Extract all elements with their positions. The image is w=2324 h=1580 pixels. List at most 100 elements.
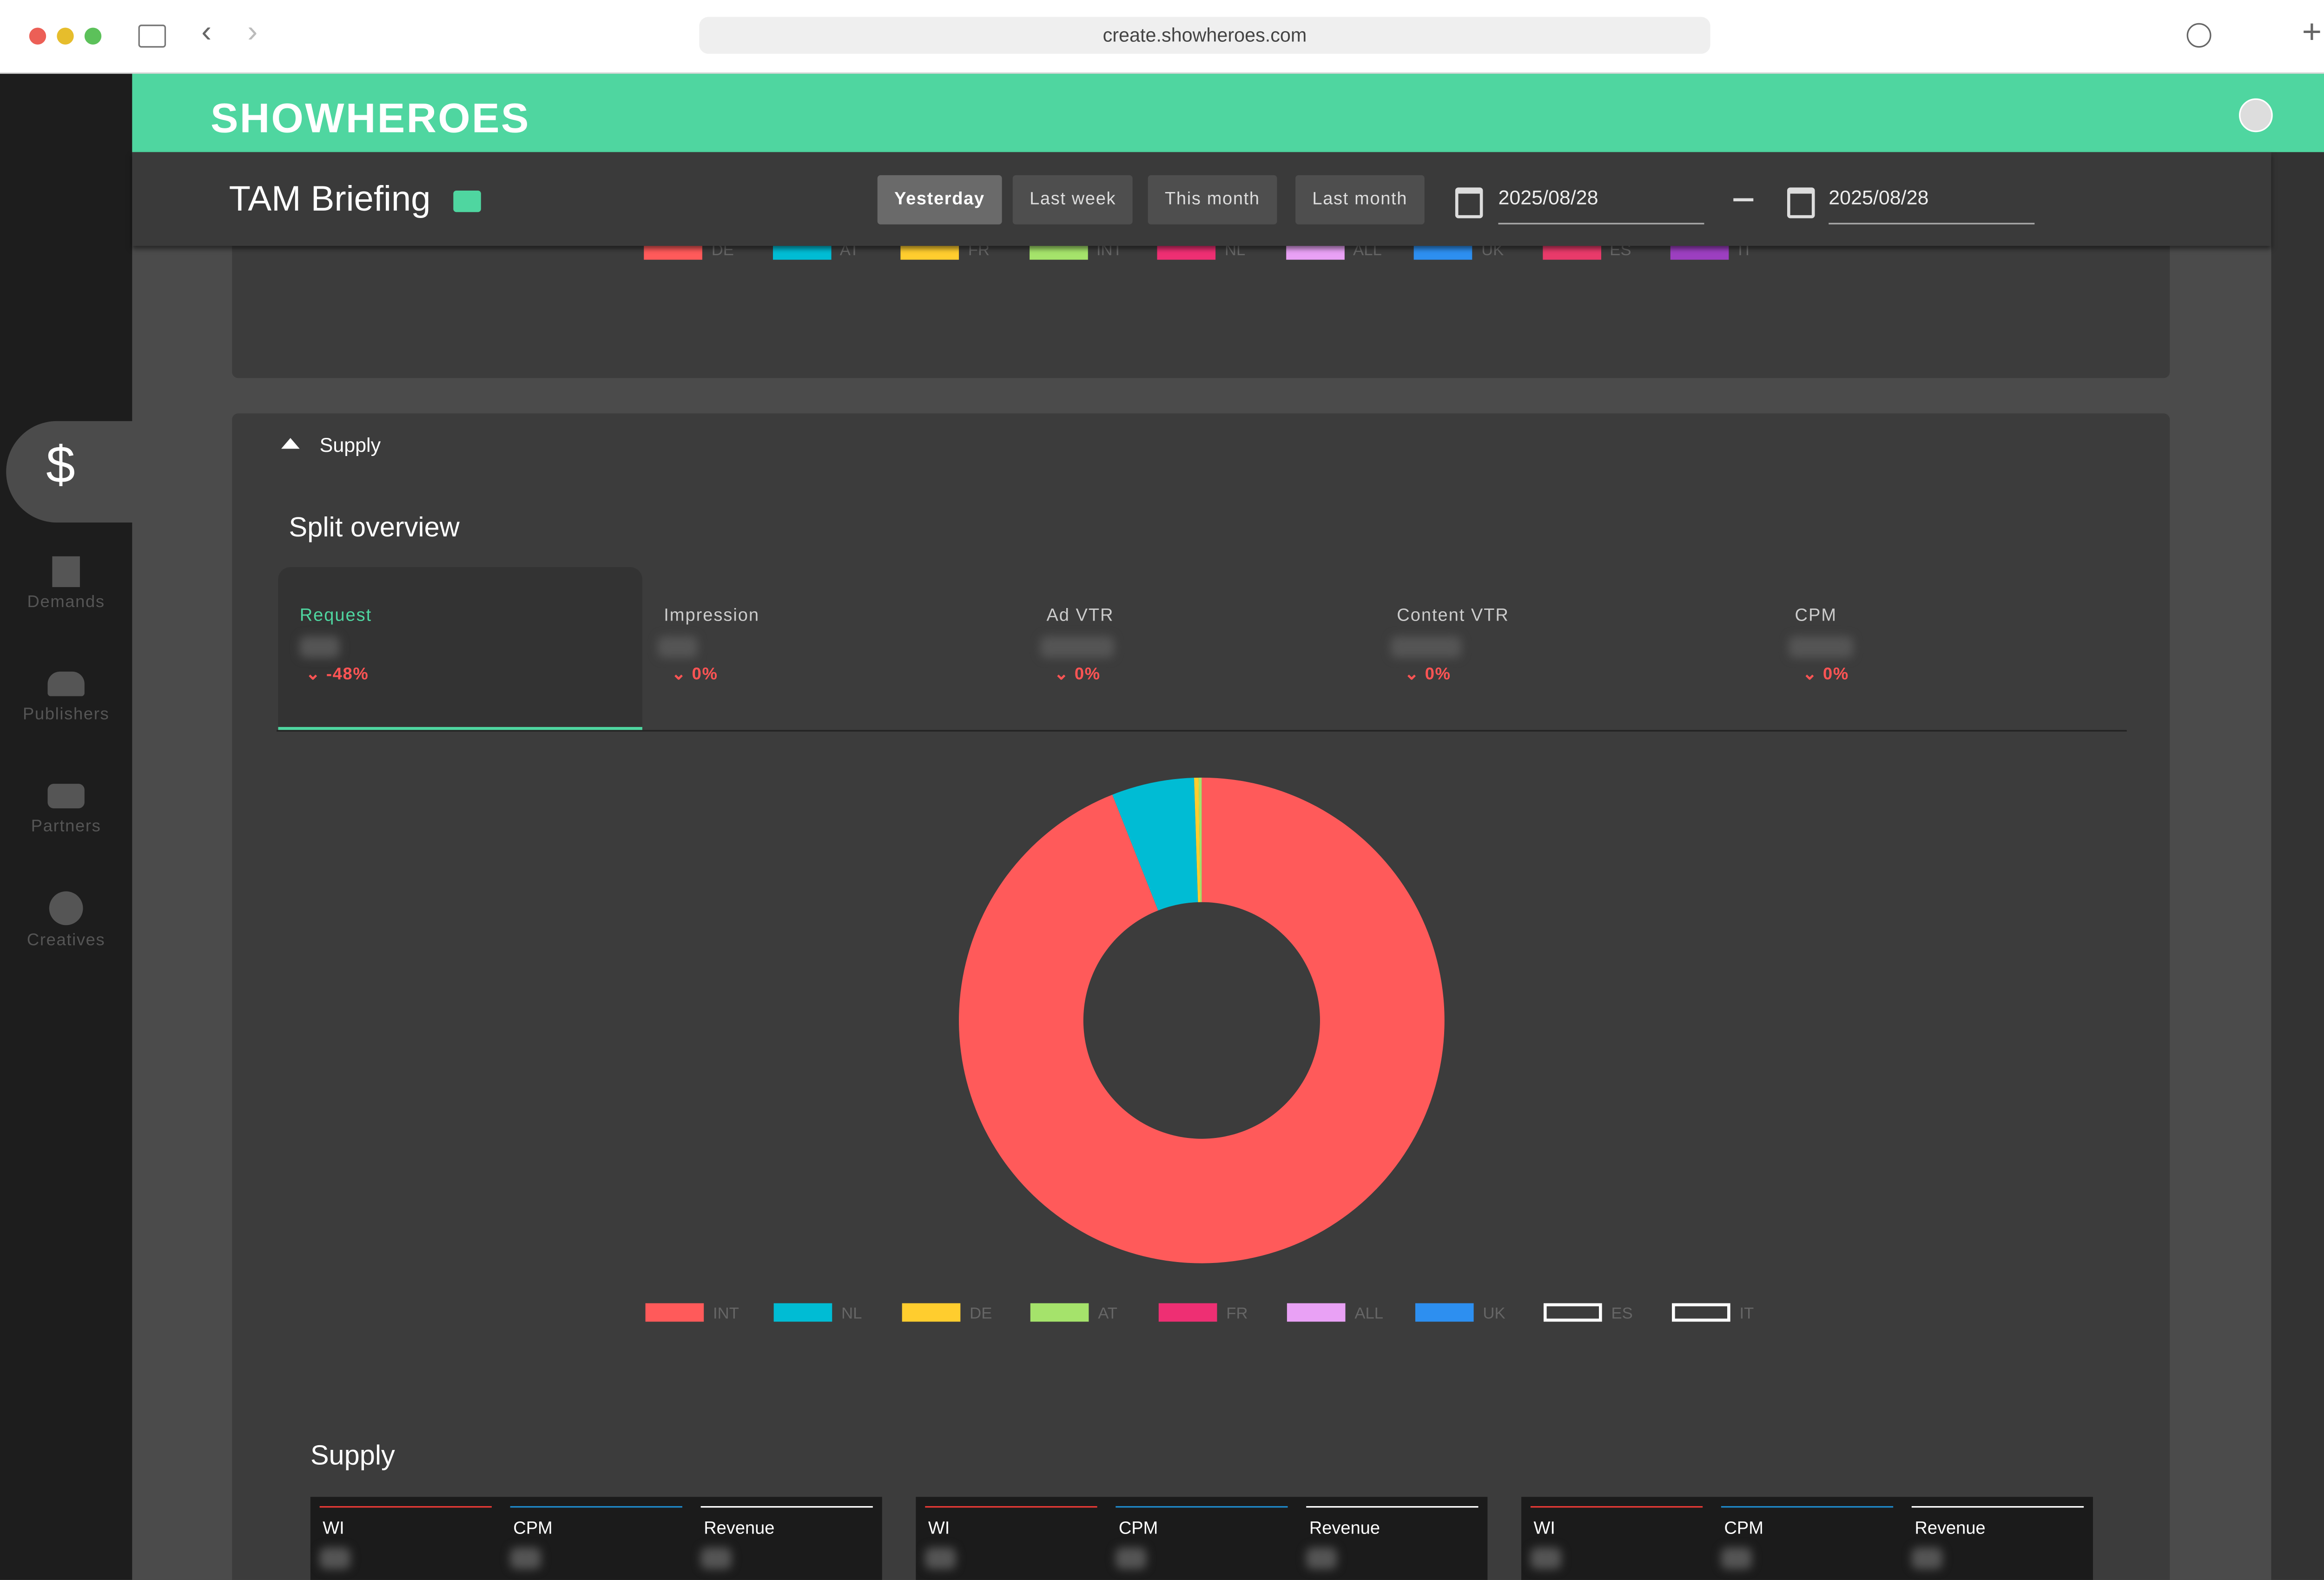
- supply-card: Supply Split overview: [232, 413, 2170, 1580]
- metric-tab[interactable]: Request: [299, 607, 372, 626]
- logo[interactable]: SHOWHEROES: [210, 95, 530, 142]
- legend-swatch: [773, 1303, 832, 1322]
- legend-label: UK: [1483, 1305, 1505, 1322]
- sidebar: [0, 73, 132, 1580]
- sidebar-toggle[interactable]: [138, 24, 166, 48]
- nav-item[interactable]: Publishers: [0, 671, 132, 724]
- blurred-value: [1789, 636, 1854, 658]
- kpi-label: CPM: [1724, 1520, 1763, 1539]
- kpi-column: WI: [319, 1506, 492, 1569]
- kpi-column: Revenue: [1911, 1506, 2084, 1569]
- range-button[interactable]: Last month: [1295, 175, 1425, 225]
- kpi-label: Revenue: [1309, 1520, 1380, 1539]
- nav-item[interactable]: Demands: [0, 556, 132, 612]
- minimize-button[interactable]: [57, 27, 74, 45]
- nav-label: Publishers: [22, 705, 110, 724]
- range-button[interactable]: Yesterday: [877, 175, 1002, 225]
- legend-swatch: [1543, 1303, 1602, 1322]
- section-toggle[interactable]: Supply: [319, 433, 381, 456]
- icon: [47, 784, 85, 809]
- kpi-label: Revenue: [1915, 1520, 1986, 1539]
- nav-item[interactable]: Creatives: [0, 891, 132, 950]
- legend-label: IT: [1740, 1305, 1754, 1322]
- legend-swatch: [1030, 1303, 1089, 1322]
- address-bar[interactable]: create.showheroes.com: [699, 17, 1710, 54]
- date-separator: [1733, 198, 1754, 202]
- close-button[interactable]: [29, 27, 46, 45]
- downloads-button[interactable]: [2186, 23, 2212, 48]
- avatar[interactable]: [2239, 98, 2273, 132]
- range-button[interactable]: Last week: [1012, 175, 1133, 225]
- subsection-title: Supply: [310, 1440, 395, 1471]
- delta-text: 0%: [1425, 665, 1451, 684]
- kpi-label: CPM: [513, 1520, 553, 1539]
- blurred-value: [319, 1547, 350, 1569]
- donut-slice: [1198, 777, 1202, 902]
- legend-swatch: [1158, 1303, 1217, 1322]
- kpi-column: Revenue: [1306, 1506, 1479, 1569]
- legend-label: ES: [1611, 1305, 1632, 1322]
- calendar-icon[interactable]: [1455, 187, 1483, 218]
- legend-swatch: [902, 1303, 961, 1322]
- delta-text: 0%: [1074, 665, 1101, 684]
- subsection-title: Split overview: [289, 511, 460, 543]
- donut-slice: [1194, 777, 1201, 902]
- nav-label: Partners: [31, 817, 101, 836]
- kpi-label: Revenue: [704, 1520, 775, 1539]
- previous-card: DE AT FR INT NL ALL UK ES IT: [232, 230, 2170, 378]
- legend-label: AT: [1098, 1305, 1117, 1322]
- nav-label: Demands: [27, 593, 105, 612]
- legend-label: ALL: [1354, 1305, 1383, 1322]
- supply-card: WI CPM Revenue: [916, 1497, 1488, 1580]
- delta-text: -48%: [326, 665, 369, 684]
- collapse-arrow[interactable]: [281, 438, 300, 449]
- delta-text: 0%: [692, 665, 718, 684]
- calendar-icon[interactable]: [1787, 187, 1815, 218]
- metric-delta: ⌄ 0%: [1404, 665, 1451, 684]
- kpi-label: WI: [323, 1520, 344, 1539]
- legend-swatch: [1672, 1303, 1730, 1322]
- back-button[interactable]: ‹: [201, 15, 212, 49]
- nav-label: Creatives: [26, 931, 106, 950]
- metric-tab[interactable]: Content VTR: [1397, 607, 1509, 626]
- kpi-label: WI: [928, 1520, 950, 1539]
- blurred-value: [1391, 636, 1462, 658]
- metric-tab[interactable]: Impression: [664, 607, 760, 626]
- metric-tab[interactable]: Ad VTR: [1046, 607, 1114, 626]
- new-tab-button[interactable]: +: [2302, 12, 2322, 51]
- kpi-label: CPM: [1118, 1520, 1158, 1539]
- kpi-column: WI: [1530, 1506, 1703, 1569]
- range-button[interactable]: This month: [1148, 175, 1277, 225]
- blurred-value: [925, 1547, 956, 1569]
- active-nav-item[interactable]: $: [6, 421, 145, 523]
- blurred-value: [299, 636, 340, 658]
- icon: [52, 556, 80, 587]
- blurred-value: [1306, 1547, 1337, 1569]
- blurred-value: [1721, 1547, 1752, 1569]
- icon: [49, 891, 83, 926]
- metric-tab[interactable]: CPM: [1795, 607, 1837, 626]
- start-date[interactable]: 2025/08/28: [1498, 186, 1704, 225]
- forward-button[interactable]: ›: [247, 15, 258, 49]
- legend-swatch: [1415, 1303, 1474, 1322]
- legend-label: INT: [713, 1305, 739, 1322]
- zoom-button[interactable]: [84, 27, 102, 45]
- kpi-column: CPM: [1116, 1506, 1288, 1569]
- supply-card: WI CPM Revenue: [310, 1497, 882, 1580]
- kpi-column: CPM: [1721, 1506, 1894, 1569]
- nav-item[interactable]: Partners: [0, 784, 132, 836]
- donut-slice: [959, 777, 1445, 1263]
- email-icon[interactable]: [453, 190, 481, 212]
- metric-delta: ⌄ -48%: [305, 665, 369, 684]
- blurred-value: [700, 1547, 732, 1569]
- tabs-divider: [277, 730, 2127, 732]
- end-date[interactable]: 2025/08/28: [1829, 186, 2035, 225]
- page-title: TAM Briefing: [229, 178, 431, 218]
- metric-delta: ⌄ 0%: [1054, 665, 1101, 684]
- blurred-value: [1040, 636, 1114, 658]
- kpi-label: WI: [1533, 1520, 1555, 1539]
- dollar-icon: $: [46, 436, 75, 495]
- metric-delta: ⌄ 0%: [1802, 665, 1849, 684]
